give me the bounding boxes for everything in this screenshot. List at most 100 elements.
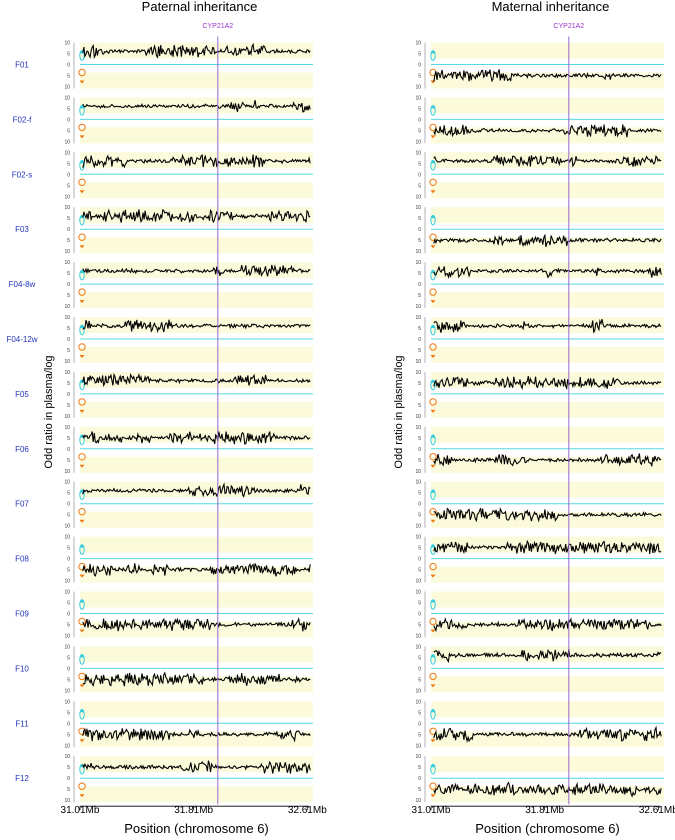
up-arrow-icon	[79, 325, 85, 328]
y-tick-label: 5	[418, 513, 421, 519]
series-line-f07	[433, 507, 662, 523]
y-tick-label: 5	[67, 458, 70, 464]
band-upper	[80, 317, 313, 333]
y-tick-label: 10	[64, 304, 70, 310]
y-tick-label: 10	[415, 139, 421, 145]
y-tick-label: 0	[418, 666, 421, 672]
y-tick-label: 0	[418, 172, 421, 178]
y-tick-label: 10	[415, 425, 421, 431]
up-arrow-icon	[79, 270, 85, 274]
band-upper	[431, 701, 664, 718]
down-arrow-icon	[78, 617, 86, 626]
x-tick-label: 31.01Mb	[412, 805, 451, 816]
series-line-f09	[433, 617, 662, 633]
band-lower	[80, 127, 313, 144]
up-arrow-icon	[430, 544, 436, 548]
y-tick-label: 5	[67, 161, 70, 167]
band-upper	[80, 426, 313, 443]
y-tick-label: 5	[418, 403, 421, 409]
up-arrow-icon	[430, 489, 436, 493]
band-upper	[80, 591, 313, 608]
x-axis-label: Position (chromosome 6)	[124, 821, 269, 836]
x-tick-label: 31.81Mb	[525, 805, 564, 816]
y-tick-label: 10	[64, 370, 70, 376]
y-tick-label: 5	[67, 74, 70, 80]
up-arrow-icon	[79, 105, 85, 109]
y-tick-label: 10	[64, 260, 70, 266]
y-tick-label: 10	[64, 590, 70, 596]
y-tick-label: 5	[67, 601, 70, 607]
y-tick-label: 10	[64, 524, 70, 530]
band-upper	[431, 426, 664, 443]
y-tick-label: 0	[418, 557, 421, 563]
y-tick-label: 0	[67, 776, 70, 782]
down-arrow-icon	[79, 794, 85, 798]
down-arrow-icon	[430, 409, 436, 413]
band-lower	[80, 182, 313, 199]
y-tick-label: 10	[64, 41, 70, 47]
y-tick-label: 5	[67, 491, 70, 497]
y-tick-label: 10	[415, 359, 421, 365]
y-tick-label: 0	[418, 721, 421, 727]
down-arrow-icon	[79, 245, 85, 249]
band-lower	[431, 676, 664, 693]
series-line-f02-s	[433, 155, 662, 168]
sample-label-f05: F05	[15, 390, 29, 399]
y-tick-label: 5	[418, 732, 421, 738]
sample-label-f01: F01	[15, 61, 29, 70]
y-tick-label: 10	[64, 359, 70, 365]
y-tick-label: 5	[67, 381, 70, 387]
down-arrow-icon	[79, 464, 85, 468]
sample-label-f02-s: F02-s	[12, 170, 32, 179]
band-upper	[80, 481, 313, 498]
down-arrow-icon	[430, 355, 436, 358]
up-arrow-icon	[430, 160, 436, 164]
series-line-f05	[82, 372, 311, 387]
band-upper	[431, 481, 664, 498]
y-tick-label: 10	[64, 249, 70, 255]
up-arrow-icon	[79, 599, 85, 603]
y-tick-label: 10	[64, 315, 70, 321]
gene-label: CYP21A2	[202, 23, 233, 30]
y-tick-label: 0	[67, 612, 70, 618]
band-upper	[80, 42, 313, 59]
y-tick-label: 10	[415, 304, 421, 310]
sample-label-f12: F12	[15, 774, 29, 783]
down-arrow-icon	[79, 519, 85, 523]
down-arrow-icon	[430, 464, 436, 468]
y-tick-label: 10	[415, 688, 421, 694]
series-line-f09	[82, 617, 311, 632]
y-tick-label: 10	[64, 535, 70, 541]
down-arrow-icon	[79, 409, 85, 413]
down-arrow-icon	[429, 672, 437, 681]
down-arrow-icon	[79, 80, 85, 84]
down-arrow-icon	[429, 508, 437, 516]
band-lower	[80, 786, 313, 803]
series-line-f04-12w	[82, 319, 311, 334]
y-tick-label: 0	[67, 117, 70, 123]
y-tick-label: 0	[67, 502, 70, 508]
down-arrow-icon	[430, 794, 436, 798]
down-arrow-icon	[79, 739, 85, 743]
y-tick-label: 0	[418, 392, 421, 398]
down-arrow-icon	[429, 398, 437, 406]
series-line-f12	[82, 760, 311, 774]
y-tick-label: 0	[418, 612, 421, 618]
up-arrow-icon	[430, 654, 436, 658]
y-tick-label: 5	[67, 238, 70, 244]
y-tick-label: 5	[418, 568, 421, 574]
y-tick-label: 5	[67, 183, 70, 189]
y-tick-label: 5	[418, 348, 421, 354]
sample-label-f10: F10	[15, 664, 29, 673]
y-tick-label: 5	[67, 765, 70, 771]
down-arrow-icon	[79, 684, 85, 688]
y-tick-label: 5	[418, 52, 421, 58]
panel-title: Maternal inheritance	[492, 0, 610, 14]
up-arrow-icon	[79, 50, 85, 54]
down-arrow-icon	[429, 288, 437, 296]
y-tick-label: 10	[64, 798, 70, 804]
down-arrow-icon	[78, 562, 86, 571]
y-tick-label: 5	[418, 436, 421, 442]
maternal-panel: Maternal inheritance CYP21A2 10 5 0 5 10 10 5 0 5 1…	[412, 0, 675, 836]
y-tick-label: 10	[415, 205, 421, 211]
